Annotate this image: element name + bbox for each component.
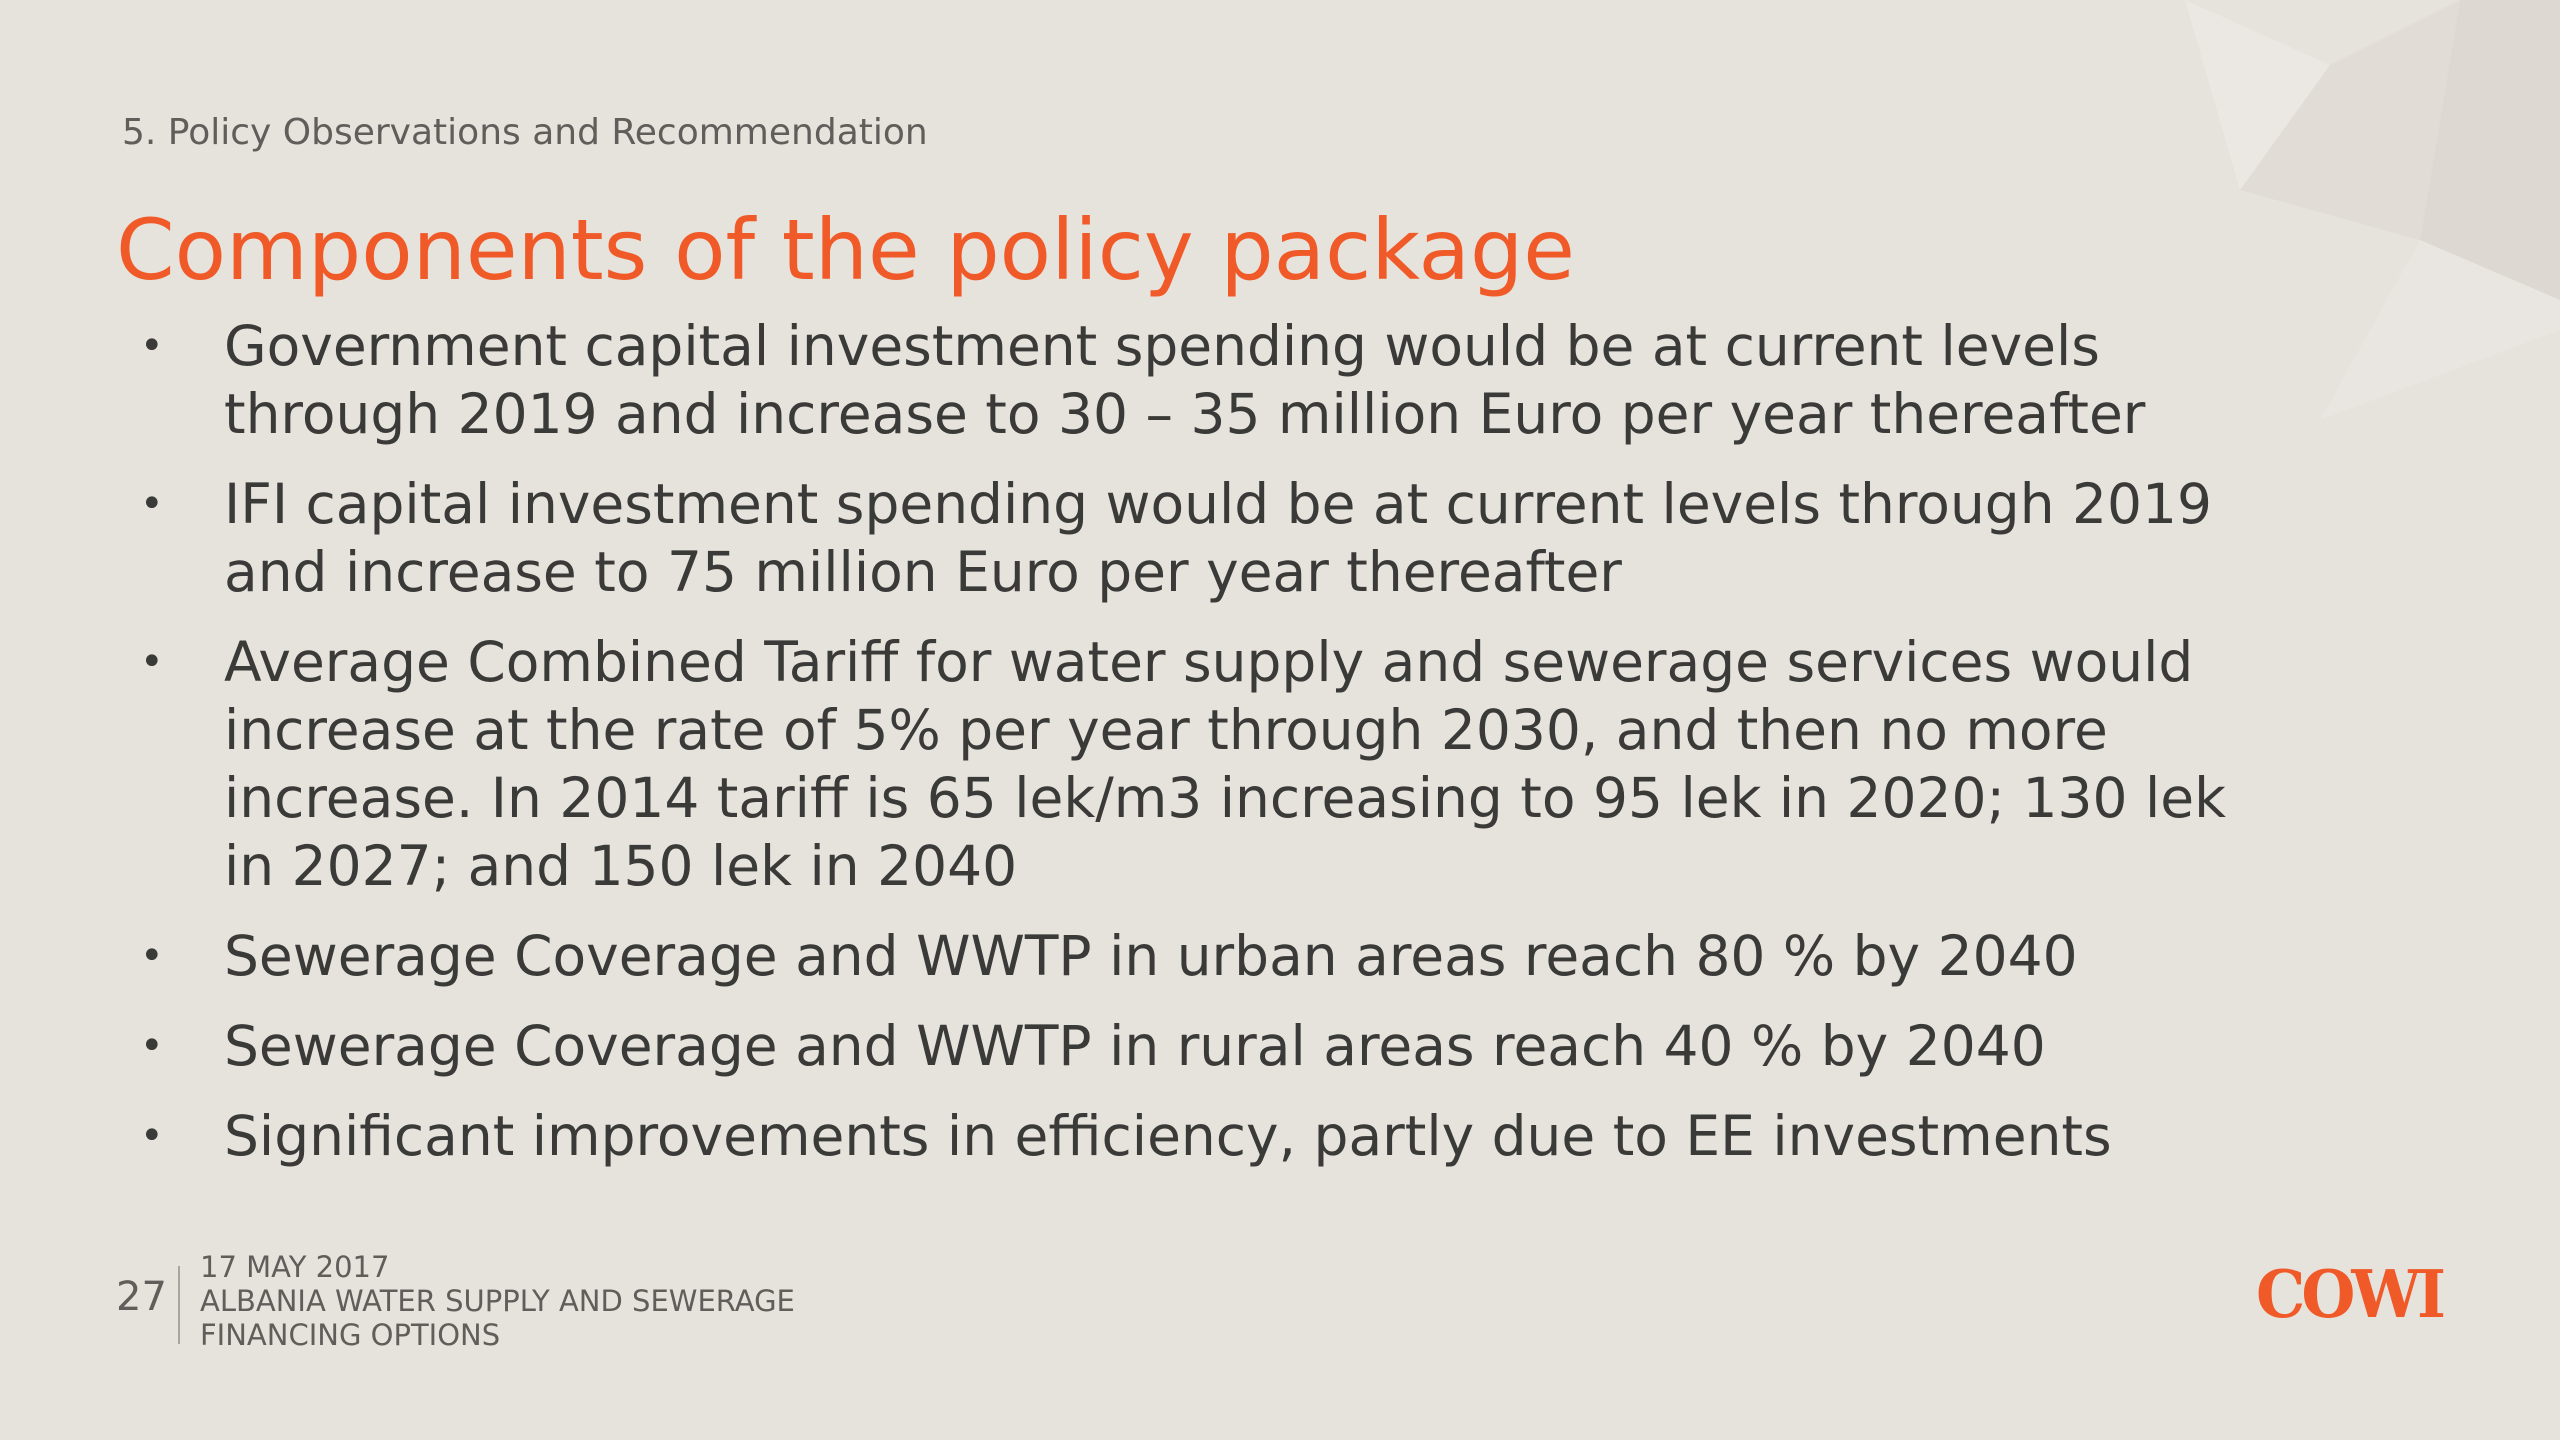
bullet-list: • Government capital investment spending…: [140, 312, 2290, 1192]
bullet-icon: •: [140, 1113, 164, 1159]
bullet-text: Sewerage Coverage and WWTP in urban area…: [224, 924, 2078, 988]
bullet-text: Significant improvements in efficiency, …: [224, 1104, 2112, 1168]
page-number: 27: [116, 1274, 167, 1320]
list-item: • IFI capital investment spending would …: [140, 470, 2290, 606]
footer-doc-title-line1: ALBANIA WATER SUPPLY AND SEWERAGE: [200, 1284, 795, 1318]
bullet-text: Sewerage Coverage and WWTP in rural area…: [224, 1014, 2046, 1078]
decor-shape-large: [2420, 0, 2560, 300]
cowi-logo: COWI: [2256, 1256, 2446, 1333]
footer-date: 17 MAY 2017: [200, 1250, 390, 1284]
footer: 27 17 MAY 2017 ALBANIA WATER SUPPLY AND …: [116, 1246, 1016, 1356]
bullet-icon: •: [140, 323, 164, 369]
list-item: • Average Combined Tariff for water supp…: [140, 628, 2290, 900]
bullet-icon: •: [140, 933, 164, 979]
slide-title: Components of the policy package: [116, 201, 1575, 299]
decor-shape-mid: [2240, 0, 2460, 240]
footer-doc-title-line2: FINANCING OPTIONS: [200, 1318, 501, 1352]
bullet-icon: •: [140, 1023, 164, 1069]
section-label: 5. Policy Observations and Recommendatio…: [122, 112, 928, 153]
list-item: • Government capital investment spending…: [140, 312, 2290, 448]
bullet-text: IFI capital investment spending would be…: [224, 472, 2213, 604]
list-item: • Sewerage Coverage and WWTP in urban ar…: [140, 922, 2290, 990]
list-item: • Sewerage Coverage and WWTP in rural ar…: [140, 1012, 2290, 1080]
bullet-text: Average Combined Tariff for water supply…: [224, 630, 2226, 898]
footer-divider: [178, 1266, 180, 1344]
list-item: • Significant improvements in efficiency…: [140, 1102, 2290, 1170]
bullet-icon: •: [140, 639, 164, 685]
bullet-icon: •: [140, 481, 164, 527]
decor-shape-light: [2185, 0, 2330, 190]
bullet-text: Government capital investment spending w…: [224, 314, 2146, 446]
decor-shape-bottom: [2320, 240, 2560, 420]
footer-info: 17 MAY 2017 ALBANIA WATER SUPPLY AND SEW…: [200, 1250, 795, 1352]
